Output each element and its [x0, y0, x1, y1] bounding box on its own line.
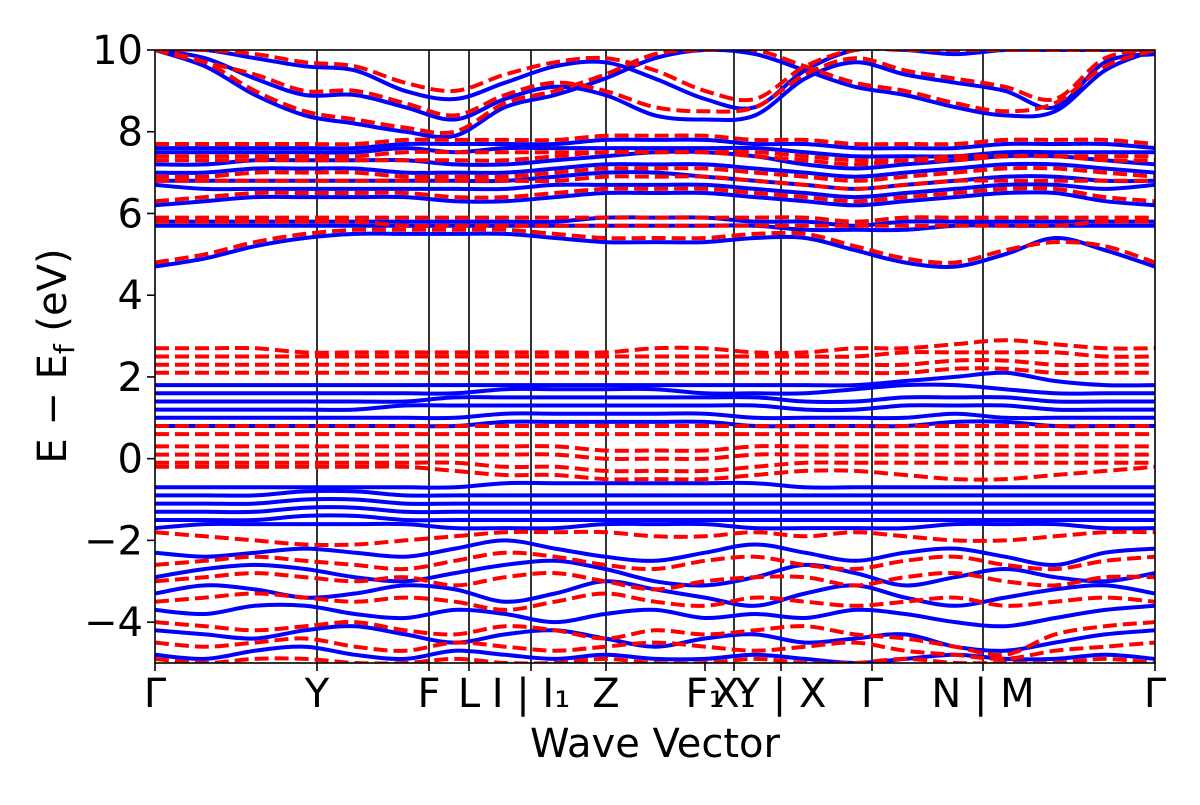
- red-dashed-band-21: [155, 464, 1155, 482]
- red-dashed-band-15: [155, 366, 1155, 376]
- red-dashed-band-13: [155, 350, 1155, 359]
- blue-solid-band-2: [155, 50, 1155, 140]
- y-tick-label: 8: [118, 110, 143, 156]
- blue-solid-band-24: [155, 521, 1155, 531]
- blue-solid-band-1: [155, 50, 1155, 122]
- band-lines: [155, 50, 1155, 663]
- blue-solid-band-20: [155, 488, 1155, 498]
- red-dashed-band-22: [155, 529, 1155, 548]
- x-tick-label: N | M: [931, 671, 1034, 717]
- red-dashed-band-0: [155, 50, 1155, 103]
- red-dashed-band-7: [155, 174, 1155, 191]
- y-tick-label: 2: [118, 355, 143, 401]
- blue-solid-band-22: [155, 505, 1155, 515]
- red-dashed-band-23: [155, 550, 1155, 572]
- red-dashed-band-20: [155, 460, 1155, 474]
- plot-frame: [154, 49, 1156, 664]
- x-tick-label: Y: [304, 671, 330, 717]
- y-axis-title-unit: (eV): [30, 248, 76, 344]
- y-tick-label: 6: [118, 191, 143, 237]
- red-dashed-band-9: [155, 215, 1155, 224]
- x-tick-label: L: [458, 671, 481, 717]
- y-tick-label: 4: [118, 273, 143, 319]
- red-dashed-band-14: [155, 358, 1155, 368]
- red-dashed-band-27: [155, 636, 1155, 661]
- blue-solid-band-9: [155, 190, 1155, 208]
- x-tick-label: Y | X: [735, 671, 827, 717]
- blue-solid-band-3: [155, 137, 1155, 151]
- red-dashed-band-10: [155, 219, 1155, 229]
- red-dashed-band-25: [155, 591, 1155, 612]
- x-tick-label: X₁: [712, 671, 755, 717]
- y-tick-label: 10: [92, 28, 143, 74]
- y-axis-title-subscript: f: [48, 343, 81, 354]
- blue-solid-band-6: [155, 161, 1155, 179]
- x-tick-label: F₁: [685, 671, 724, 717]
- red-dashed-band-12: [155, 338, 1155, 355]
- y-tick-label: −4: [84, 600, 143, 646]
- blue-solid-band-15: [155, 395, 1155, 404]
- red-dashed-band-24: [155, 570, 1155, 592]
- y-tick-label: −2: [84, 518, 143, 564]
- blue-solid-band-4: [155, 145, 1155, 159]
- y-axis-title: E − Ef (eV): [30, 248, 81, 463]
- red-dashed-band-8: [155, 186, 1155, 204]
- red-dashed-band-1: [155, 50, 1155, 118]
- blue-solid-band-26: [155, 558, 1155, 588]
- blue-solid-band-25: [155, 538, 1155, 567]
- red-dashed-band-3: [155, 133, 1155, 147]
- blue-solid-band-16: [155, 403, 1155, 413]
- blue-solid-band-12: [155, 231, 1155, 269]
- y-axis-title-main: E − E: [30, 354, 76, 464]
- blue-solid-band-23: [155, 513, 1155, 523]
- red-dashed-band-18: [155, 444, 1155, 453]
- red-dashed-band-19: [155, 452, 1155, 461]
- x-tick-label: Γ: [144, 671, 167, 717]
- x-axis-title: Wave Vector: [530, 721, 781, 767]
- y-tick-label: 0: [118, 437, 143, 483]
- y-axis-ticks: −4 −2 0 2 4 6 8 10: [84, 28, 155, 646]
- blue-solid-band-19: [155, 480, 1155, 490]
- x-tick-label: I | I₁: [492, 671, 571, 717]
- x-tick-label: F: [417, 671, 440, 717]
- x-tick-label: Z: [592, 671, 619, 717]
- blue-solid-band-14: [155, 382, 1155, 396]
- red-dashed-band-2: [155, 50, 1155, 136]
- blue-solid-band-21: [155, 497, 1155, 506]
- blue-solid-band-17: [155, 411, 1155, 421]
- blue-solid-band-28: [155, 602, 1155, 629]
- x-tick-label: Γ: [861, 671, 884, 717]
- red-dashed-band-26: [155, 620, 1155, 658]
- blue-solid-band-8: [155, 182, 1155, 200]
- red-dashed-band-28: [155, 656, 1155, 663]
- x-tick-label: Γ: [1144, 671, 1167, 717]
- red-dashed-band-11: [155, 227, 1155, 265]
- red-dashed-band-6: [155, 165, 1155, 183]
- red-dashed-band-5: [155, 149, 1155, 167]
- blue-solid-band-13: [155, 370, 1155, 388]
- blue-solid-band-29: [155, 624, 1155, 653]
